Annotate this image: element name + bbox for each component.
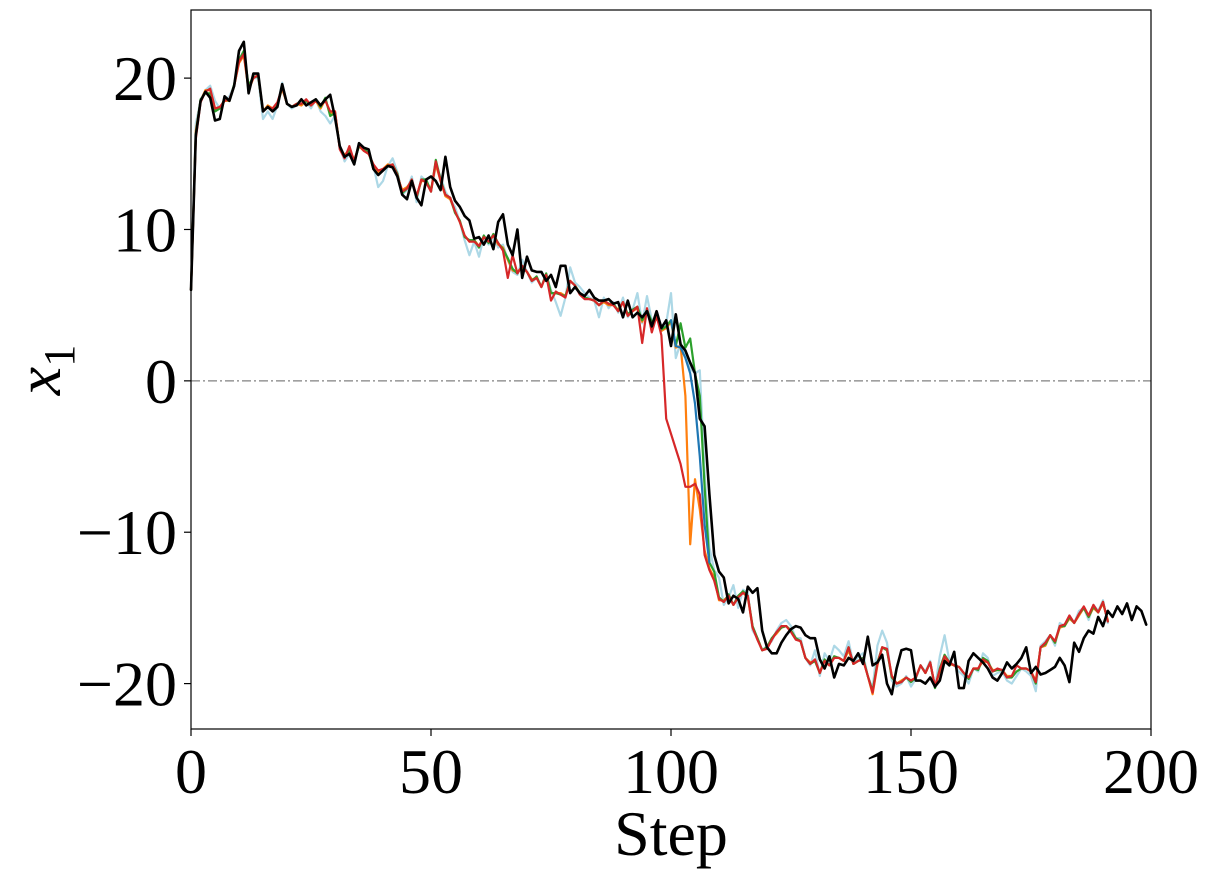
x-axis-ticks: 0 50 100 150 200: [175, 729, 1199, 807]
y-tick-label: 0: [145, 346, 177, 417]
x-tick-label: 0: [175, 736, 207, 807]
y-axis-title: x1: [3, 345, 84, 396]
x-tick-label: 50: [399, 736, 463, 807]
y-tick-label: 20: [113, 43, 177, 114]
y-axis-title-subscript: 1: [35, 345, 84, 367]
y-tick-label: −10: [77, 497, 177, 568]
x-tick-label: 150: [863, 736, 959, 807]
y-axis-ticks: −20 −10 0 10 20: [77, 43, 191, 720]
x-axis-title: Step: [614, 798, 728, 869]
y-axis-title-main: x: [3, 367, 74, 396]
series-line-2: [189, 54, 1109, 696]
x-tick-label: 200: [1103, 736, 1199, 807]
series-line-1: [189, 54, 1109, 693]
series-line-6: [189, 40, 1148, 696]
y-tick-label: −20: [77, 649, 177, 720]
x-tick-label: 100: [623, 736, 719, 807]
series-line-4: [189, 52, 1109, 694]
y-tick-label: 10: [113, 194, 177, 265]
series-line-5: [669, 319, 711, 564]
series-layer: [189, 40, 1148, 696]
series-line-3: [189, 49, 1109, 693]
